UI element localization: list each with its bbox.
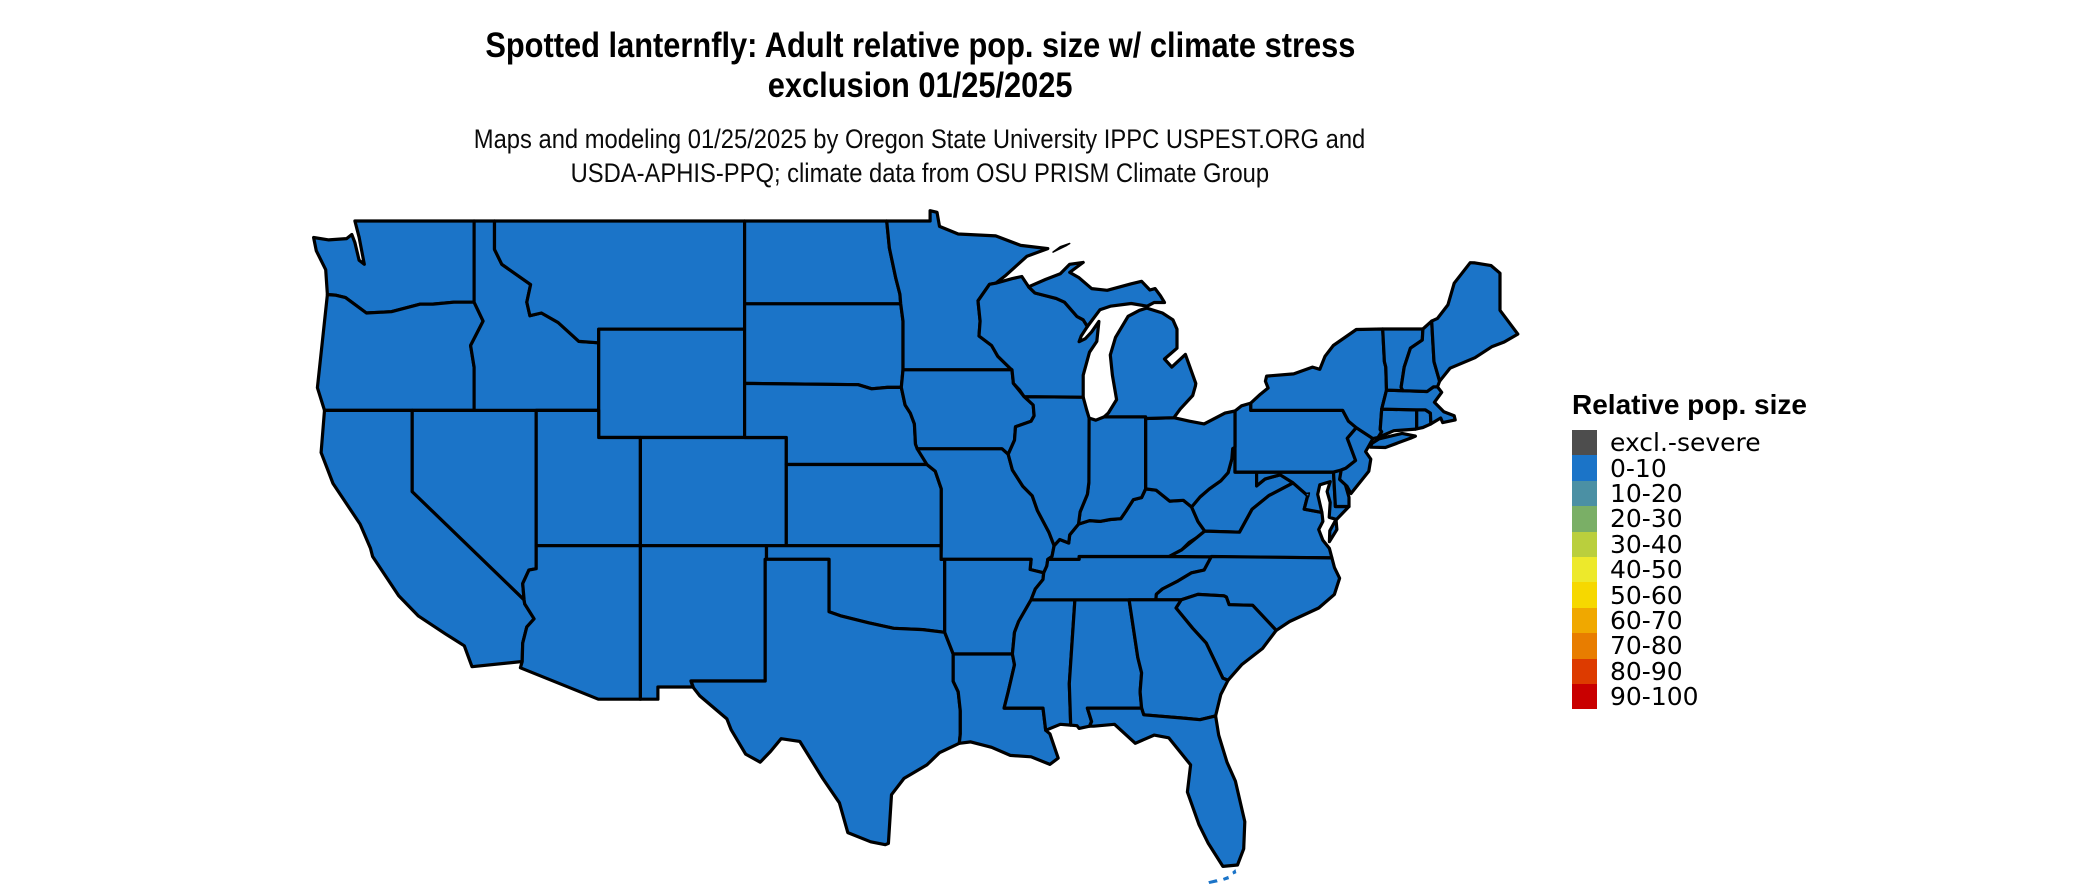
legend-swatch-50-60 [1572, 582, 1597, 608]
legend-item-80-90: 80-90 [1572, 656, 1872, 686]
state-NY-LI [1368, 431, 1418, 450]
state-MI-UP [1026, 260, 1167, 329]
state-OR [315, 293, 485, 412]
legend-swatch-80-90 [1572, 658, 1597, 684]
legend-label: 0-10 [1610, 453, 1667, 483]
legend-item-70-80: 70-80 [1572, 631, 1872, 661]
state-GA [1127, 598, 1230, 722]
subtitle-line-1: Maps and modeling 01/25/2025 by Oregon S… [474, 124, 1366, 154]
legend-title: Relative pop. size [1572, 389, 1807, 420]
legend-swatch-0-10 [1572, 455, 1597, 481]
legend-swatch-10-20 [1572, 480, 1597, 507]
legend-item-excl.-severe: excl.-severe [1572, 428, 1872, 458]
state-TX [689, 557, 962, 847]
legend-swatch-60-70 [1572, 607, 1597, 634]
legend-item-30-40: 30-40 [1572, 529, 1872, 559]
map-legend: Relative pop. size excl.-severe 0-10 10-20… [1572, 389, 1872, 712]
page-title: Spotted lanternfly: Adult relative pop. … [0, 26, 1840, 106]
state-FL-K3 [1208, 879, 1218, 884]
legend-item-40-50: 40-50 [1572, 555, 1872, 585]
state-WY [597, 327, 747, 440]
state-VA-ES [1327, 517, 1339, 544]
state-FL-K2 [1222, 875, 1230, 881]
state-FL-K1 [1232, 869, 1237, 875]
legend-label: 60-70 [1610, 605, 1683, 635]
state-SD [742, 302, 905, 391]
state-CO [638, 435, 788, 548]
state-ME [1430, 261, 1520, 383]
subtitle-line-2: USDA-APHIS-PPQ; climate data from OSU PR… [570, 158, 1270, 188]
state-IL [1006, 395, 1091, 548]
legend-label: 90-100 [1610, 682, 1699, 712]
legend-label: 10-20 [1610, 478, 1683, 508]
legend-label: 70-80 [1610, 631, 1683, 661]
legend-item-10-20: 10-20 [1572, 478, 1872, 508]
legend-label: 80-90 [1610, 656, 1683, 686]
legend-item-0-10: 0-10 [1572, 453, 1872, 483]
legend-item-20-30: 20-30 [1572, 504, 1872, 534]
legend-label: 20-30 [1610, 504, 1683, 534]
state-AZ [518, 544, 643, 701]
legend-swatch-excl.-severe [1572, 430, 1597, 456]
state-OH [1143, 409, 1237, 509]
state-ND [742, 219, 903, 306]
title-line-2: exclusion 01/25/2025 [767, 66, 1073, 105]
state-DC [1305, 492, 1311, 498]
legend-label: 40-50 [1610, 555, 1683, 585]
legend-label: 30-40 [1610, 529, 1683, 559]
legend-label: 50-60 [1610, 580, 1683, 610]
legend-swatch-20-30 [1572, 506, 1597, 532]
state-MI [1102, 306, 1198, 421]
legend-items: excl.-severe 0-10 10-20 20-30 30-40 40-50 50-6… [1572, 428, 1872, 712]
legend-swatch-40-50 [1572, 556, 1597, 583]
state-FL [1085, 706, 1247, 869]
state-NM [638, 544, 769, 701]
state-KS [784, 462, 943, 548]
page-subtitle: Maps and modeling 01/25/2025 by Oregon S… [0, 122, 1840, 190]
legend-item-90-100: 90-100 [1572, 682, 1872, 712]
legend-label: excl.-severe [1610, 428, 1761, 458]
legend-item-50-60: 50-60 [1572, 580, 1872, 610]
legend-swatch-90-100 [1572, 683, 1597, 710]
state-MI-IR [1052, 242, 1071, 253]
state-PA [1233, 401, 1358, 474]
legend-swatch-70-80 [1572, 633, 1597, 659]
legend-swatch-30-40 [1572, 531, 1597, 557]
title-line-1: Spotted lanternfly: Adult relative pop. … [484, 26, 1356, 65]
legend-item-60-70: 60-70 [1572, 605, 1872, 635]
